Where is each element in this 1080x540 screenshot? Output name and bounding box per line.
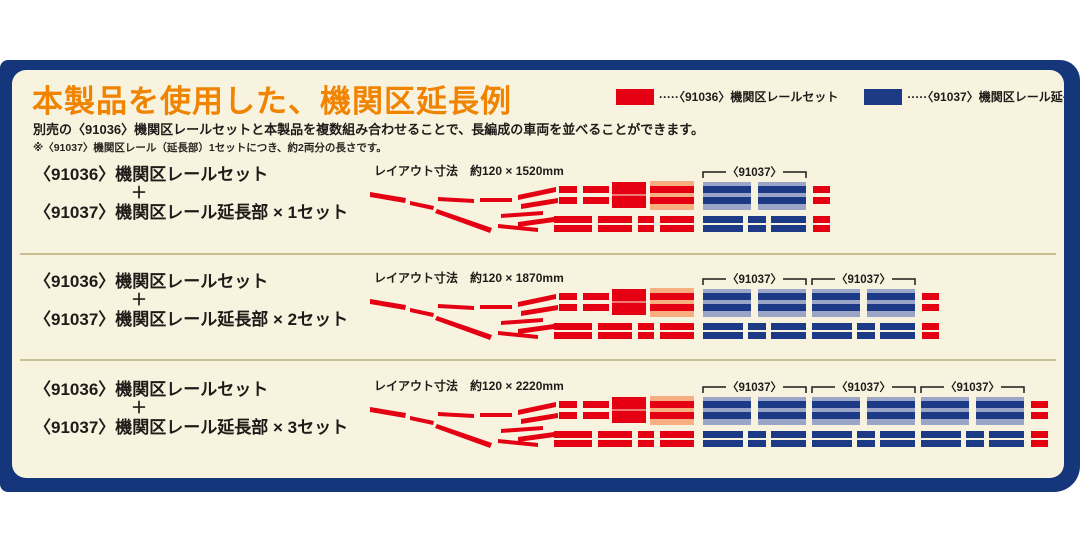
- bracket-icon: [811, 278, 916, 285]
- legend-item-91037: ·····〈91037〉機関区レール延長部: [864, 88, 1064, 105]
- red-track-segment: [480, 305, 512, 309]
- extension-set-label: 〈91037〉機関区レール延長部 × 1セット: [34, 203, 349, 222]
- product-sheet-card: 本製品を使用した、機関区延長例 別売の〈91036〉機関区レールセットと本製品を…: [0, 60, 1080, 492]
- salmon-track-block: [650, 181, 694, 210]
- red-track-segment: [521, 198, 558, 209]
- red-track-segment: [438, 304, 474, 310]
- base-set-label: 〈91036〉機関区レールセット: [34, 165, 269, 184]
- bracket-label: 〈91037〉: [836, 380, 891, 394]
- red-track-segment: [518, 324, 554, 334]
- row-3-set-labels: 〈91036〉機関区レールセット ＋ 〈91037〉機関区レール延長部 × 3セ…: [34, 380, 354, 437]
- legend-swatch-91036-icon: [616, 88, 654, 105]
- bracket-label: 〈91037〉: [727, 272, 782, 286]
- red-track-segment: [501, 426, 543, 433]
- red-track-segment: [410, 308, 434, 317]
- base-set-label: 〈91036〉機関区レールセット: [34, 380, 269, 399]
- bracket-icon: [702, 278, 807, 285]
- salmon-track-block: [650, 288, 694, 317]
- legend-label-91037: ·····〈91037〉機関区レール延長部: [907, 90, 1064, 104]
- layout-dimension-label: レイアウト寸法 約120 × 1520mm: [374, 164, 564, 178]
- legend-label-91036: ·····〈91036〉機関区レールセット: [659, 90, 839, 104]
- red-track-segment: [435, 424, 492, 448]
- bracket-label: 〈91037〉: [945, 380, 1000, 394]
- bracket-icon: [702, 171, 807, 178]
- content-panel: 本製品を使用した、機関区延長例 別売の〈91036〉機関区レールセットと本製品を…: [12, 70, 1064, 478]
- plus-sign: ＋: [130, 185, 147, 202]
- extension-set-label: 〈91037〉機関区レール延長部 × 2セット: [34, 310, 349, 329]
- plus-sign: ＋: [130, 292, 147, 309]
- layout-dimension-label: レイアウト寸法 約120 × 1870mm: [374, 271, 564, 285]
- red-track-segment: [521, 413, 558, 424]
- track-diagram-3: 〈91037〉 〈91037〉 〈91037〉: [370, 380, 1048, 448]
- bracket-icon: [920, 386, 1025, 393]
- page-note: ※〈91037〉機関区レール（延長部）1セットにつき、約2両分の長さです。: [33, 142, 387, 154]
- salmon-track-block: [650, 396, 694, 425]
- legend: ·····〈91036〉機関区レールセット ·····〈91037〉機関区レール…: [616, 88, 1064, 105]
- red-track-segment: [435, 209, 492, 233]
- red-track-segment: [521, 305, 558, 316]
- row-1-set-labels: 〈91036〉機関区レールセット ＋ 〈91037〉機関区レール延長部 × 1セ…: [34, 165, 354, 222]
- page-subtitle: 別売の〈91036〉機関区レールセットと本製品を複数組み合わせることで、長編成の…: [33, 122, 704, 137]
- page-title: 本製品を使用した、機関区延長例: [32, 84, 512, 119]
- row-separator: [20, 359, 1056, 361]
- extension-set-label: 〈91037〉機関区レール延長部 × 3セット: [34, 418, 349, 437]
- red-track-segment: [498, 224, 538, 232]
- red-track-segment: [518, 432, 554, 442]
- red-track-segment: [518, 217, 554, 227]
- base-set-label: 〈91036〉機関区レールセット: [34, 272, 269, 291]
- red-track-segment: [370, 299, 406, 310]
- red-track-segment: [435, 316, 492, 340]
- red-track-segment: [410, 201, 434, 210]
- bracket-icon: [811, 386, 916, 393]
- track-diagram-1: 〈91037〉: [370, 165, 830, 233]
- bracket-label: 〈91037〉: [727, 165, 782, 179]
- layout-example-row-3: 〈91036〉機関区レールセット ＋ 〈91037〉機関区レール延長部 × 3セ…: [12, 373, 1064, 475]
- track-diagram-2: 〈91037〉 〈91037〉: [370, 272, 939, 340]
- red-track-segment: [518, 187, 556, 200]
- red-track-segment: [370, 407, 406, 418]
- legend-swatch-91037-icon: [864, 88, 903, 105]
- red-track-segment: [498, 331, 538, 339]
- red-track-segment: [518, 294, 556, 307]
- plus-sign: ＋: [130, 400, 147, 417]
- bracket-icon: [702, 386, 807, 393]
- red-track-segment: [480, 198, 512, 202]
- legend-item-91036: ·····〈91036〉機関区レールセット: [616, 88, 838, 105]
- red-track-segment: [518, 402, 556, 415]
- row-separator: [20, 253, 1056, 255]
- bracket-label: 〈91037〉: [727, 380, 782, 394]
- layout-dimension-label: レイアウト寸法 約120 × 2220mm: [374, 379, 564, 393]
- red-track-segment: [438, 412, 474, 418]
- red-track-segment: [438, 197, 474, 203]
- red-track-segment: [410, 416, 434, 425]
- red-track-segment: [501, 318, 543, 325]
- red-track-segment: [370, 192, 406, 203]
- red-track-segment: [501, 211, 543, 218]
- layout-example-row-2: 〈91036〉機関区レールセット ＋ 〈91037〉機関区レール延長部 × 2セ…: [12, 265, 1064, 367]
- red-track-segment: [498, 439, 538, 447]
- bracket-label: 〈91037〉: [836, 272, 891, 286]
- row-2-set-labels: 〈91036〉機関区レールセット ＋ 〈91037〉機関区レール延長部 × 2セ…: [34, 272, 354, 329]
- red-track-segment: [480, 413, 512, 417]
- layout-example-row-1: 〈91036〉機関区レールセット ＋ 〈91037〉機関区レール延長部 × 1セ…: [12, 158, 1064, 260]
